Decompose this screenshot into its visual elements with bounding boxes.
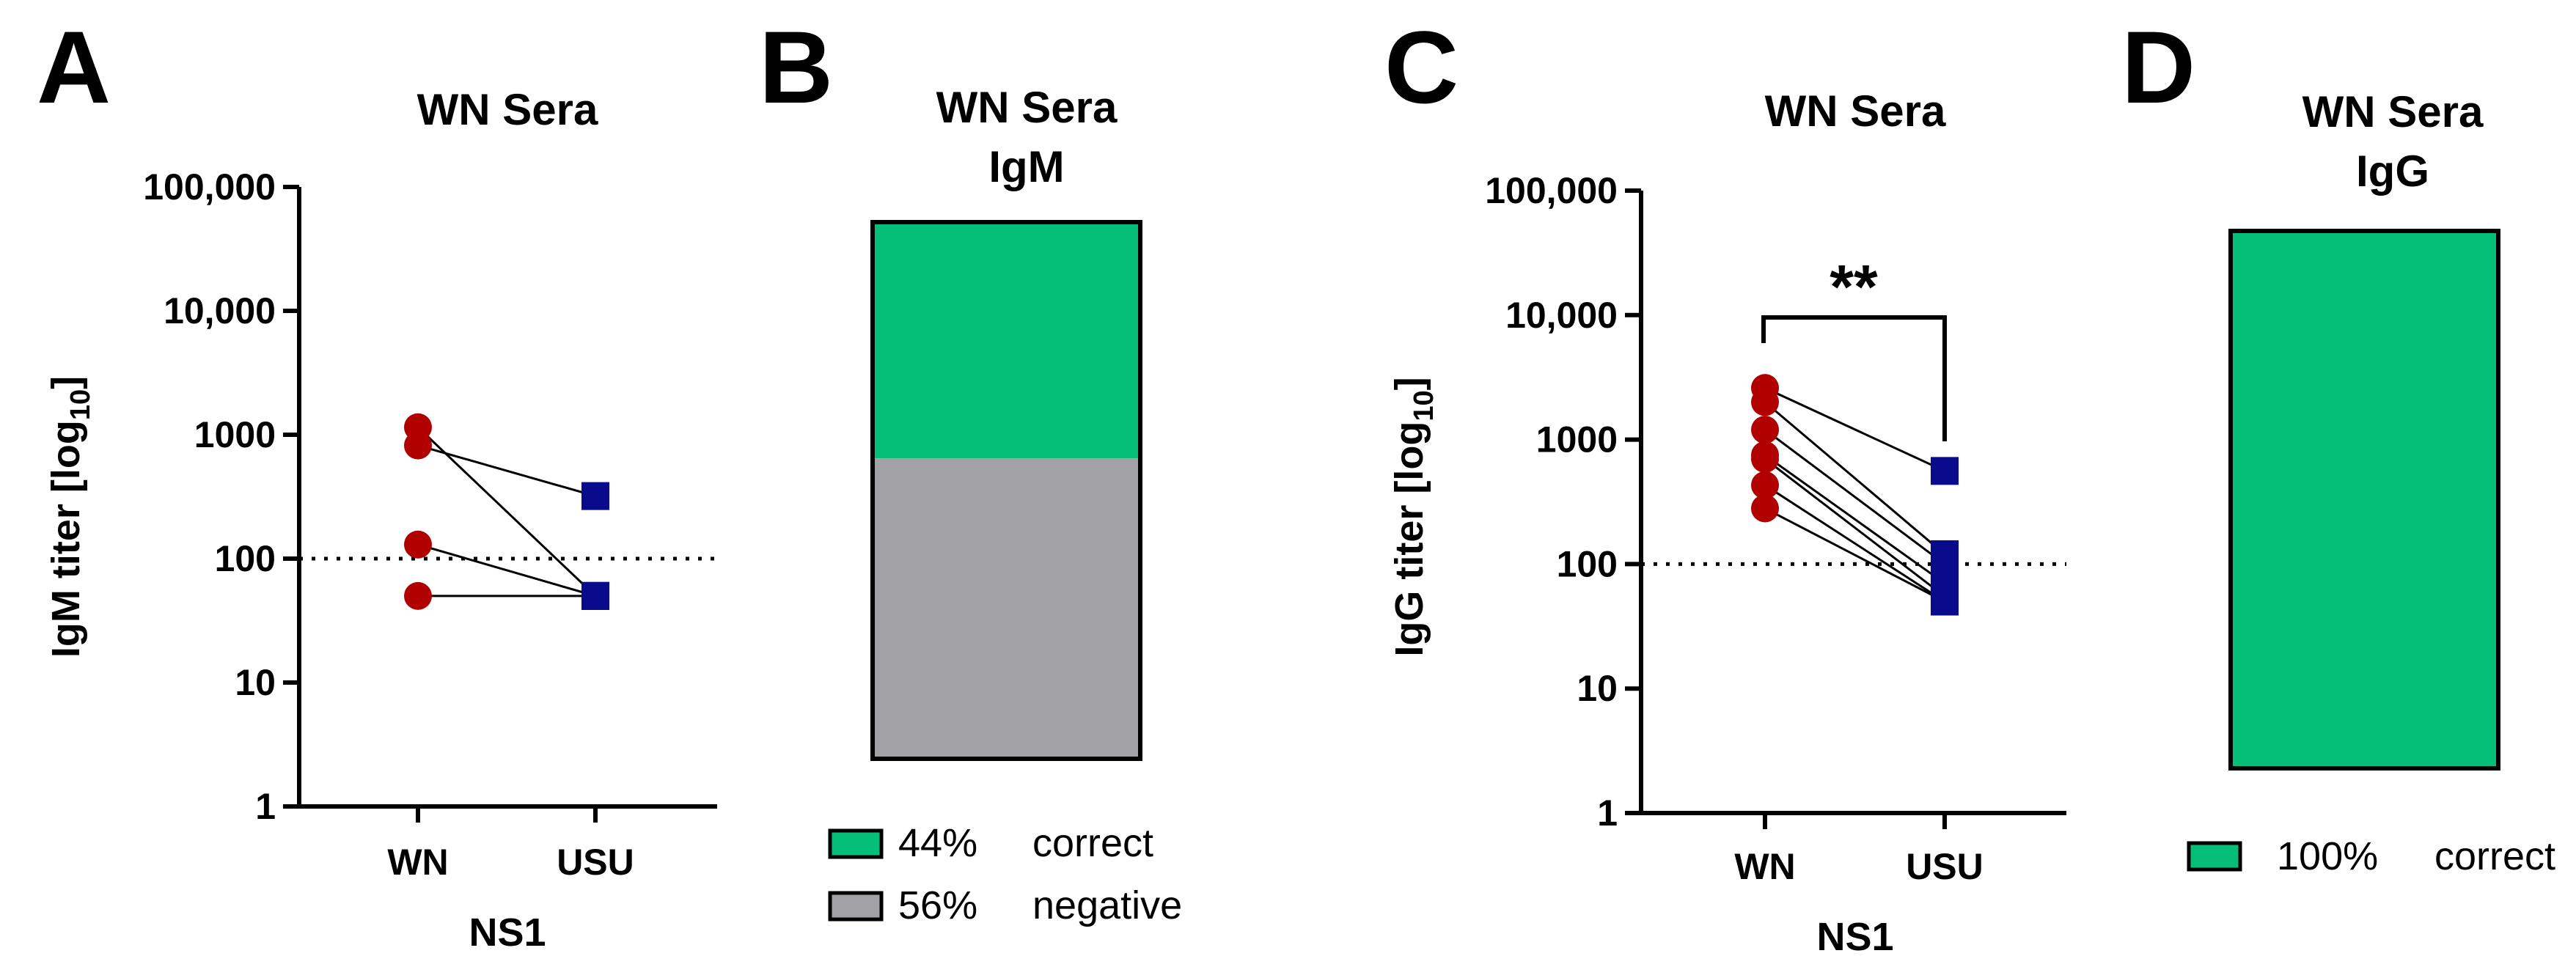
bar-segment-correct [873,222,1140,459]
bar-outline [2228,229,2500,771]
pair-line [417,444,596,498]
panel-c-plot: 1 10 100 1000 10,000 100,000 [1485,170,2066,834]
panel-d-bar [2228,229,2500,771]
wn-point [404,431,432,460]
pair-line [1764,454,1945,584]
legend-label-correct: correct [1032,821,1153,865]
legend-percent-correct: 44% [898,821,977,865]
panel-c-significance: ** [1830,252,1878,321]
legend-swatch-correct [828,828,884,859]
y-tick-label: 1 [255,786,276,827]
panel-d-legend: 100% correct [2187,834,2555,878]
bar-segment-negative [873,458,1140,759]
panel-b: B WN Sera IgM 44% correct 56% negative [759,10,1182,927]
panel-c-letter: C [1384,10,1458,125]
panel-d: D WN Sera IgG 100% correct [2121,10,2555,878]
y-tick-label: 1 [1597,793,1618,834]
panel-a-xlabel: NS1 [469,911,546,955]
panel-b-legend: 44% correct 56% negative [828,821,1182,927]
panel-b-title-line1: WN Sera [936,83,1118,132]
y-tick-label: 100 [1557,543,1618,584]
bar-segment-correct [2231,231,2498,768]
bar-outline [870,220,1142,761]
legend-swatch-negative [828,891,884,922]
y-tick-label: 10,000 [164,290,276,331]
legend-percent-correct: 100% [2277,834,2378,878]
panel-c-title: WN Sera [1765,87,1946,136]
panel-b-stacked-bar [870,220,1142,761]
wn-point [404,530,432,559]
usu-point [581,482,609,510]
wn-point [1751,388,1779,416]
wn-point [1751,416,1779,444]
y-tick-label: 1000 [1536,419,1618,460]
y-tick-label: 1000 [194,414,276,455]
panel-a-xtick-wn: WN [387,842,448,883]
panel-b-letter: B [759,10,833,125]
pair-line [417,426,597,597]
panel-c-ylabel: IgG titer [log10] [1387,377,1439,656]
usu-point [1931,457,1959,485]
panel-a-title: WN Sera [417,85,598,134]
panel-c: C WN Sera 1 10 100 1000 10,000 100,000 WN USU… [1384,10,2066,959]
wn-point [404,581,432,610]
y-tick-label: 10 [235,662,276,703]
pair-line [1764,428,1945,565]
y-tick-label: 10,000 [1505,295,1618,336]
y-tick-label: 100 [215,538,276,579]
panel-a: A WN Sera 1 10 100 1000 10,000 100,000 WN USU… [37,10,719,955]
panel-b-title-line2: IgM [988,142,1064,191]
y-tick-label: 10 [1577,668,1618,709]
panel-c-significance-bracket [1761,315,1947,441]
wn-point [1751,494,1779,523]
panel-c-xtick-usu: USU [1906,846,1984,887]
panel-a-letter: A [37,10,111,125]
panel-a-plot: 1 10 100 1000 10,000 100,000 [143,166,719,827]
wn-point [1751,471,1779,499]
legend-label-correct: correct [2434,834,2555,878]
panel-d-letter: D [2121,10,2195,125]
pair-line [1764,484,1945,603]
pair-line [1764,386,1945,472]
usu-point [581,581,609,610]
y-tick-label: 100,000 [1485,170,1618,211]
pair-line [1764,401,1945,556]
y-tick-label: 100,000 [143,166,276,207]
pair-line [1764,507,1945,603]
pair-line [417,543,596,598]
legend-label-negative: negative [1032,883,1182,927]
panel-d-title-line1: WN Sera [2302,87,2484,136]
legend-swatch-correct [2187,841,2242,872]
panel-d-title-line2: IgG [2356,147,2429,196]
wn-point [1751,444,1779,473]
panel-a-xtick-usu: USU [557,842,634,883]
legend-percent-negative: 56% [898,883,977,927]
usu-point [1931,587,1959,616]
panel-c-xlabel: NS1 [1816,915,1893,959]
panel-a-ylabel: IgM titer [log10] [44,376,96,658]
pair-line [1764,457,1945,598]
panel-c-xtick-wn: WN [1734,846,1795,887]
